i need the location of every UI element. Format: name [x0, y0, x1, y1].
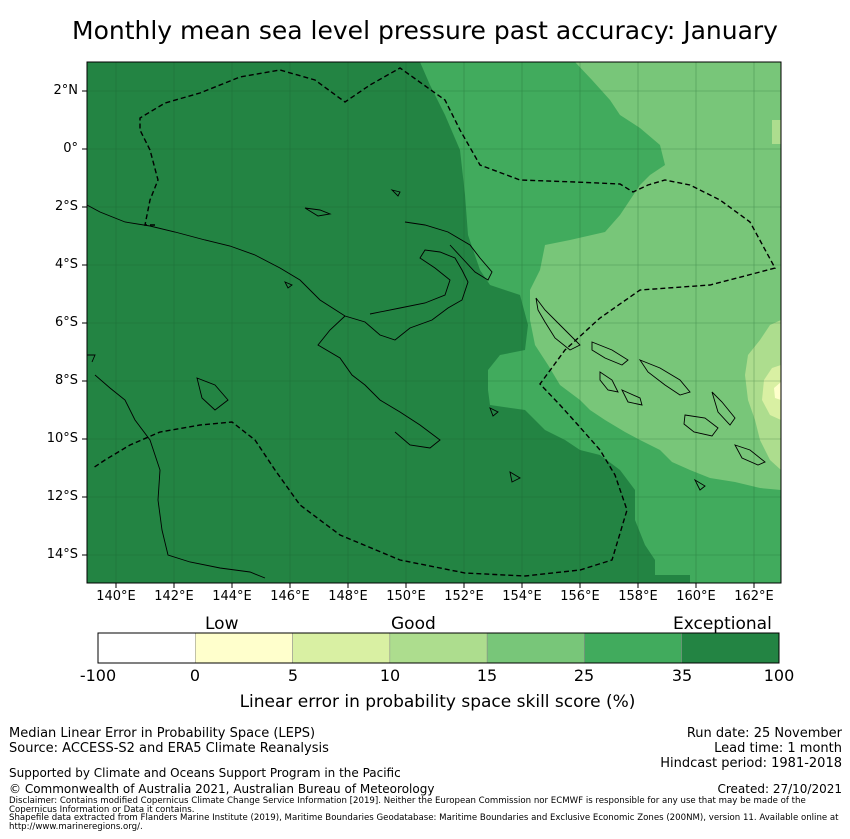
colorbar-tick-100: 100: [763, 666, 795, 685]
copyright-text: © Commonwealth of Australia 2021, Austra…: [9, 782, 435, 796]
colorbar-frame: [97, 632, 780, 664]
lat-label-12s: 12°S: [46, 489, 78, 504]
lon-label-154e: 154°E: [502, 589, 542, 604]
lat-label-10s: 10°S: [46, 431, 78, 446]
graticule: [87, 62, 781, 583]
chart-title: Monthly mean sea level pressure past acc…: [72, 16, 778, 45]
lon-label-160e: 160°E: [676, 589, 716, 604]
method-text: Median Linear Error in Probability Space…: [9, 726, 316, 741]
skill-map: [82, 61, 782, 588]
hindcast-period: Hindcast period: 1981-2018: [660, 756, 842, 771]
colorbar-tick-15: 15: [476, 666, 498, 685]
lon-label-142e: 142°E: [154, 589, 194, 604]
disclaimer-text: Disclaimer: Contains modified Copernicus…: [9, 796, 806, 815]
lat-label-4s: 4°S: [54, 257, 78, 272]
lead-time: Lead time: 1 month: [714, 741, 842, 756]
lon-label-152e: 152°E: [444, 589, 484, 604]
colorbar-title: Linear error in probability space skill …: [239, 692, 636, 712]
colorbar-tick-neg100: -100: [79, 666, 117, 685]
colorbar-swatch-6: [681, 632, 780, 664]
colorbar-tick-35: 35: [671, 666, 693, 685]
lon-label-148e: 148°E: [328, 589, 368, 604]
lat-label-8s: 8°S: [54, 373, 78, 388]
colorbar: [97, 632, 780, 664]
support-text: Supported by Climate and Oceans Support …: [9, 766, 401, 780]
lat-label-0: 0°: [63, 141, 78, 156]
colorbar-swatch-4: [486, 632, 585, 664]
created-date: Created: 27/10/2021: [717, 782, 842, 796]
colorbar-tick-0: 0: [189, 666, 201, 685]
axis-ticks: [82, 90, 755, 588]
source-text: Source: ACCESS-S2 and ERA5 Climate Reana…: [9, 741, 329, 756]
lat-label-6s: 6°S: [54, 315, 78, 330]
lon-label-156e: 156°E: [560, 589, 600, 604]
category-exceptional: Exceptional: [673, 614, 772, 634]
run-date: Run date: 25 November: [686, 726, 842, 741]
skill-region-low: [774, 382, 781, 400]
lat-label-2s: 2°S: [54, 199, 78, 214]
category-good: Good: [391, 614, 436, 634]
lon-label-140e: 140°E: [96, 589, 136, 604]
colorbar-tick-10: 10: [379, 666, 401, 685]
lon-label-150e: 150°E: [386, 589, 426, 604]
lat-label-2n: 2°N: [53, 83, 79, 98]
skill-region-moderate-north: [772, 120, 781, 144]
colorbar-swatch-0: [97, 632, 196, 664]
lon-label-162e: 162°E: [734, 589, 774, 604]
lon-label-144e: 144°E: [212, 589, 252, 604]
colorbar-swatch-3: [389, 632, 488, 664]
colorbar-swatch-2: [292, 632, 391, 664]
shapefile-text: Shapefile data extracted from Flanders M…: [9, 813, 839, 832]
lat-label-14s: 14°S: [46, 547, 78, 562]
colorbar-tick-25: 25: [573, 666, 595, 685]
coastlines: [87, 189, 766, 579]
colorbar-swatch-1: [195, 632, 293, 664]
category-low: Low: [205, 614, 239, 634]
eez-boundary: [92, 67, 777, 577]
skill-region-fair: [762, 365, 781, 420]
lon-label-158e: 158°E: [618, 589, 658, 604]
colorbar-tick-5: 5: [287, 666, 299, 685]
lon-label-146e: 146°E: [270, 589, 310, 604]
colorbar-swatch-5: [584, 632, 682, 664]
skill-region-good: [530, 62, 781, 490]
